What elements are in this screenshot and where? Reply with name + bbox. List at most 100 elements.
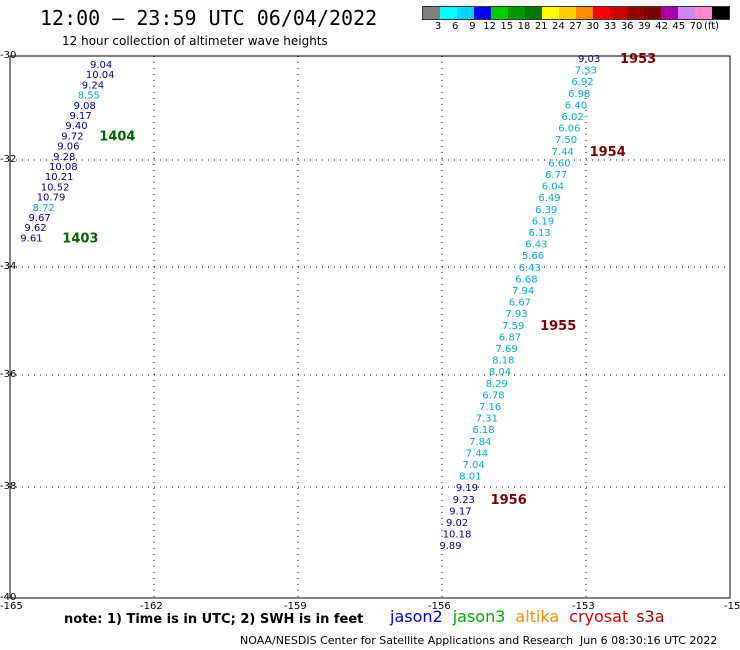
wave-height-label: 7.44 <box>466 448 488 459</box>
wave-height-label: 6.68 <box>515 274 537 285</box>
wave-height-label: 6.87 <box>499 332 521 343</box>
map-title: 12:00 – 23:59 UTC 06/04/2022 <box>40 6 378 30</box>
wave-height-label: 8.72 <box>33 203 55 214</box>
satellite-cryosat: cryosat <box>569 607 629 626</box>
color-swatch <box>593 7 610 19</box>
wave-height-label: 9.67 <box>29 213 51 224</box>
wave-height-label: 6.98 <box>568 89 590 100</box>
satellite-jason3: jason3 <box>452 607 506 626</box>
satellite-legend: jason2 jason3 altika cryosat s3a <box>390 607 665 627</box>
map-subtitle: 12 hour collection of altimeter wave hei… <box>62 34 328 48</box>
wave-height-label: 7.33 <box>575 66 597 77</box>
satellite-altika: altika <box>515 607 560 626</box>
wave-height-label: 6.67 <box>509 298 531 309</box>
wave-height-label: 9.23 <box>453 495 475 506</box>
wave-height-label: 9.17 <box>70 111 92 122</box>
wave-height-label: 9.08 <box>74 101 96 112</box>
wave-height-label: 8.04 <box>489 367 511 378</box>
color-swatch <box>644 7 661 19</box>
longitude-label: -156 <box>428 601 451 612</box>
wave-height-label: 7.44 <box>552 147 574 158</box>
color-swatch <box>627 7 644 19</box>
color-scale-tick: 42 <box>655 21 668 32</box>
color-scale-unit: (ft) <box>704 21 720 32</box>
map-border <box>9 55 731 599</box>
wave-height-label: 9.24 <box>82 80 104 91</box>
wave-height-label: 6.39 <box>535 205 557 216</box>
color-scale-tick: 9 <box>469 21 476 32</box>
wave-height-label: 10.21 <box>45 172 74 183</box>
color-swatch <box>576 7 593 19</box>
wave-height-label: 6.43 <box>525 240 547 251</box>
longitude-label: -15 <box>724 601 740 612</box>
wave-height-label: 6.78 <box>482 390 504 401</box>
pass-time-label: 1404 <box>99 129 135 144</box>
wave-height-label: 7.84 <box>469 437 491 448</box>
color-swatch <box>423 7 440 19</box>
wave-height-label: 9.89 <box>439 541 461 552</box>
wave-height-label: 9.61 <box>20 233 42 244</box>
color-swatch <box>678 7 695 19</box>
color-scale-tick: 70 <box>689 21 703 32</box>
latitude-label: -32 <box>0 154 17 165</box>
color-scale-tick: 6 <box>452 21 459 32</box>
wave-height-label: 9.62 <box>24 223 46 234</box>
color-swatch <box>525 7 542 19</box>
wave-height-label: 9.06 <box>57 142 79 153</box>
wave-height-label: 10.18 <box>443 530 472 541</box>
wave-height-label: 7.94 <box>512 286 534 297</box>
wave-height-label: 8.01 <box>459 472 481 483</box>
wave-height-label: 9.40 <box>65 121 87 132</box>
satellite-jason2: jason2 <box>390 607 443 626</box>
note-text: note: 1) Time is in UTC; 2) SWH is in fe… <box>64 612 364 627</box>
longitude-label: -159 <box>284 601 307 612</box>
color-scale-tick: 12 <box>483 21 496 32</box>
pass-time-label: 1954 <box>590 145 626 160</box>
latitude-label: -38 <box>0 481 17 492</box>
color-scale-tick: 30 <box>586 21 600 32</box>
wave-height-label: 6.13 <box>529 228 551 239</box>
wave-height-label: 9.28 <box>53 152 75 163</box>
wave-height-label: 7.16 <box>479 402 501 413</box>
color-scale-tick: 18 <box>517 21 531 32</box>
pass-time-label: 1955 <box>540 319 576 334</box>
wave-height-label: 6.77 <box>545 170 567 181</box>
color-swatch <box>695 7 712 19</box>
wave-height-label: 6.18 <box>472 425 494 436</box>
wave-height-label: 9.19 <box>456 483 478 494</box>
color-swatch <box>542 7 559 19</box>
latitude-label: -36 <box>0 369 17 380</box>
color-scale-tick: 36 <box>620 21 634 32</box>
wave-height-label: 7.31 <box>476 414 498 425</box>
wave-height-label: 9.72 <box>61 131 83 142</box>
wave-height-label: 6.60 <box>548 158 570 169</box>
longitude-label: -162 <box>140 601 163 612</box>
wave-height-label: 7.59 <box>502 321 524 332</box>
latitude-label: -34 <box>0 261 17 272</box>
wave-height-label: 5.66 <box>522 251 544 262</box>
color-scale-tick: 24 <box>552 21 565 32</box>
satellite-s3a: s3a <box>636 607 665 626</box>
pass-time-label: 1403 <box>62 231 98 246</box>
footer-timestamp: Jun 6 08:30:16 UTC 2022 <box>580 634 718 647</box>
color-swatch <box>440 7 457 19</box>
color-swatch <box>491 7 508 19</box>
wave-height-label: 10.08 <box>49 162 78 173</box>
wave-height-label: 6.40 <box>565 100 587 111</box>
pass-time-label: 1953 <box>620 52 656 67</box>
color-swatch <box>661 7 678 19</box>
latitude-label: -40 <box>0 592 17 603</box>
wave-height-label: 10.79 <box>37 193 66 204</box>
longitude-label: -165 <box>0 601 23 612</box>
wave-height-label: 10.04 <box>86 70 115 81</box>
wave-height-label: 9.02 <box>446 518 468 529</box>
wave-height-label: 8.18 <box>492 356 514 367</box>
wave-height-label: 6.92 <box>571 77 593 88</box>
color-scale-tick: 45 <box>672 21 686 32</box>
wave-height-label: 10.52 <box>41 182 70 193</box>
color-scale-tick: 3 <box>434 21 442 32</box>
wave-height-label: 9.17 <box>449 506 471 517</box>
wave-height-label: 6.06 <box>558 124 580 135</box>
wave-height-label: 6.04 <box>542 182 564 193</box>
color-swatch <box>712 7 729 19</box>
